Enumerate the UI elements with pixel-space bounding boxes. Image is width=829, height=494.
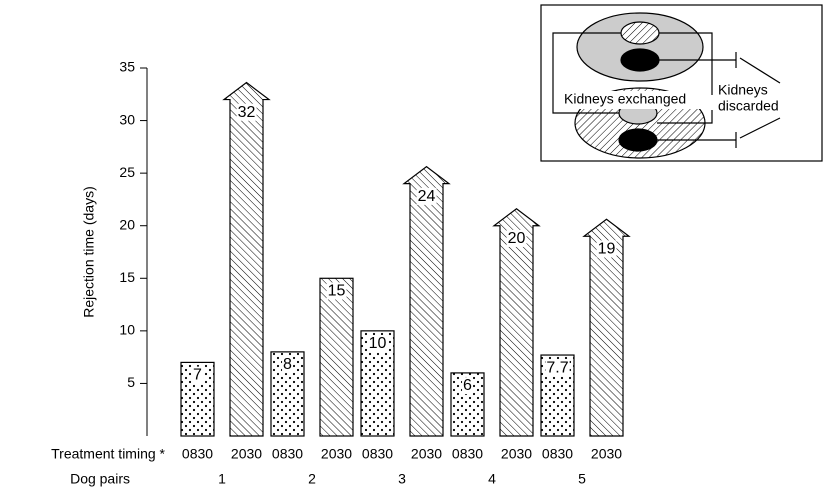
series-label: 2030 — [591, 446, 622, 462]
series-label: 0830 — [272, 446, 303, 462]
value-label-bg — [326, 282, 347, 300]
inset-label: Kidneys — [718, 82, 768, 98]
value-label: 7 — [193, 367, 202, 384]
y-tick-label: 15 — [119, 269, 135, 285]
y-axis-label: Rejection time (days) — [81, 186, 97, 318]
bar — [492, 207, 541, 437]
x-tick-label: 3 — [398, 471, 406, 487]
bar — [222, 81, 271, 437]
value-label: 24 — [418, 188, 436, 205]
value-label: 20 — [508, 230, 526, 247]
value-label-bg — [192, 366, 204, 384]
y-tick-label: 5 — [127, 374, 135, 390]
y-tick-label: 30 — [119, 111, 135, 127]
value-label: 10 — [369, 335, 387, 352]
inset-label: Kidneys exchanged — [564, 91, 686, 107]
value-label-bg — [462, 377, 474, 395]
value-label: 6 — [463, 377, 472, 394]
series-label: 0830 — [452, 446, 483, 462]
series-label: 2030 — [501, 446, 532, 462]
x-tick-label: 4 — [488, 471, 496, 487]
series-label: 0830 — [542, 446, 573, 462]
value-label: 8 — [283, 356, 292, 373]
y-tick-label: 35 — [119, 59, 135, 75]
series-label: 0830 — [362, 446, 393, 462]
series-label: 2030 — [321, 446, 352, 462]
x-tick-label: 5 — [578, 471, 586, 487]
timing-label: Treatment timing * — [51, 446, 165, 462]
y-tick-label: 25 — [119, 164, 135, 180]
y-tick-label: 20 — [119, 216, 135, 232]
value-label: 19 — [598, 240, 616, 257]
bar — [582, 218, 631, 437]
value-label: 7.7 — [546, 359, 568, 376]
series-label: 2030 — [411, 446, 442, 462]
value-label: 15 — [328, 283, 346, 300]
value-label-bg — [545, 359, 570, 377]
x-axis-label: Dog pairs — [70, 471, 130, 487]
value-label-bg — [416, 187, 437, 205]
x-tick-label: 2 — [308, 471, 316, 487]
value-label-bg — [367, 335, 388, 353]
series-label: 2030 — [231, 446, 262, 462]
value-label-bg — [236, 103, 257, 121]
value-label-bg — [596, 240, 617, 258]
series-label: 0830 — [182, 446, 213, 462]
inset-diagram — [540, 4, 823, 162]
inset-label: discarded — [718, 98, 779, 114]
value-label-bg — [282, 356, 294, 374]
value-label: 32 — [238, 104, 256, 121]
label-bg — [561, 91, 709, 109]
x-tick-label: 1 — [218, 471, 226, 487]
bar — [319, 277, 354, 437]
bar — [402, 165, 451, 437]
value-label-bg — [506, 229, 527, 247]
y-tick-label: 10 — [119, 322, 135, 338]
